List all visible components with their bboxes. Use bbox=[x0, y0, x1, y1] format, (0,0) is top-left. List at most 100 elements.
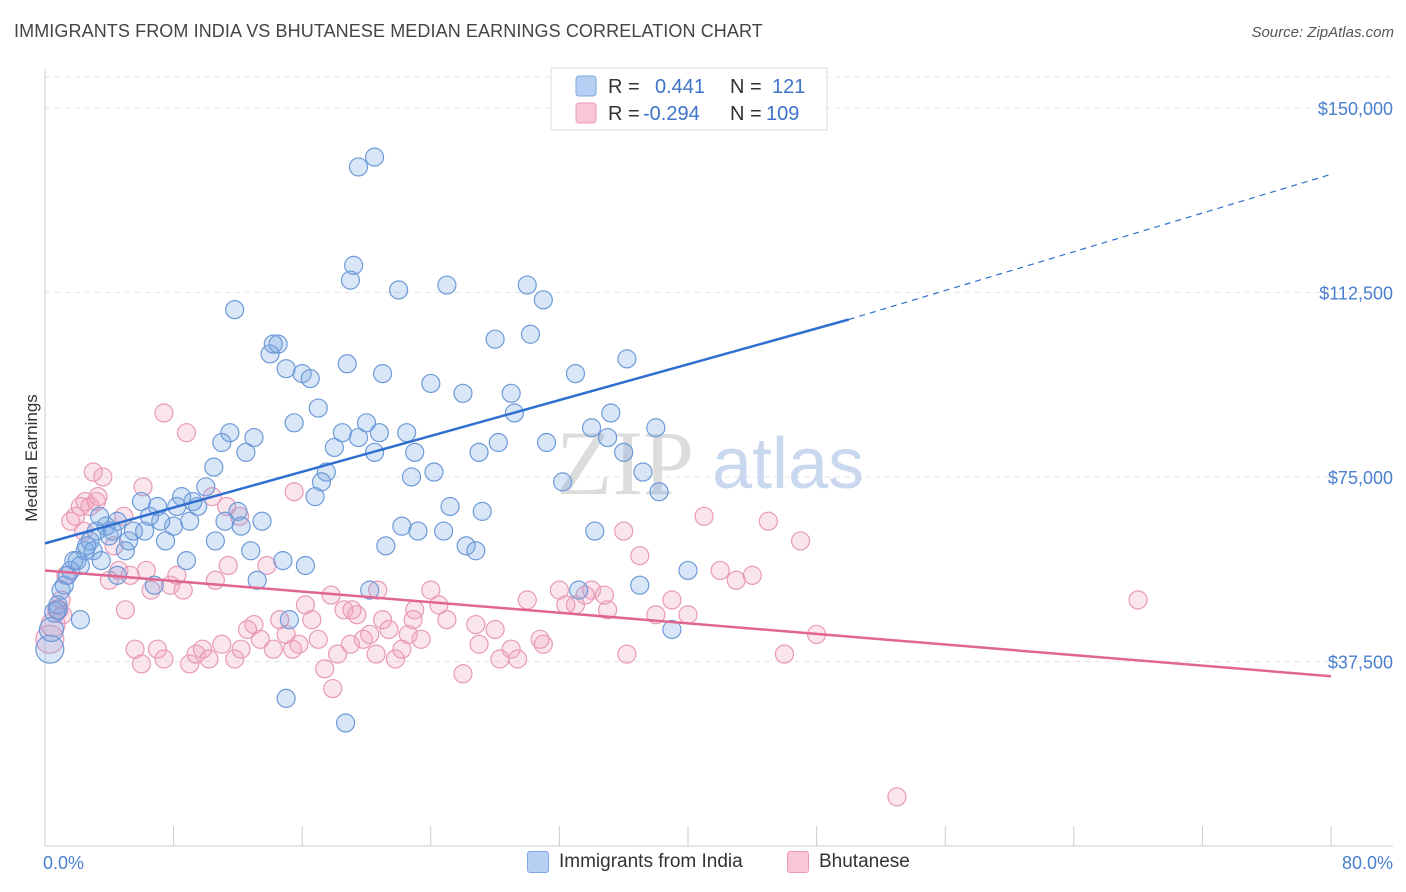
bhutanese-point bbox=[466, 614, 486, 635]
india-point bbox=[64, 551, 84, 571]
india-point bbox=[279, 610, 299, 630]
y-tick-label-1: $75,000 bbox=[1328, 468, 1393, 488]
bhutanese-point bbox=[323, 678, 343, 699]
india-point bbox=[300, 368, 320, 389]
india-point bbox=[324, 437, 344, 458]
india-point bbox=[340, 270, 361, 290]
bhutanese-point bbox=[485, 619, 505, 640]
legend-bhutanese-n-value: 109 bbox=[766, 103, 799, 125]
india-point bbox=[135, 521, 155, 541]
bhutanese-point bbox=[594, 585, 615, 605]
india-point bbox=[176, 551, 197, 571]
india-point bbox=[204, 457, 224, 477]
bhutanese-point bbox=[774, 644, 795, 664]
india-point bbox=[598, 427, 618, 448]
india-point bbox=[614, 442, 634, 462]
india-point bbox=[364, 147, 385, 167]
bhutanese-point bbox=[360, 624, 380, 645]
india-point bbox=[196, 477, 216, 497]
india-point bbox=[630, 575, 650, 595]
india-point bbox=[273, 551, 293, 571]
india-trendline-extension bbox=[848, 173, 1332, 321]
india-point bbox=[252, 511, 272, 531]
india-point bbox=[231, 516, 251, 536]
bhutanese-point bbox=[173, 580, 193, 600]
india-point bbox=[51, 580, 71, 600]
bhutanese-point bbox=[302, 610, 322, 630]
india-point bbox=[48, 600, 68, 620]
bhutanese-point bbox=[617, 644, 637, 664]
india-point bbox=[376, 536, 396, 556]
india-point bbox=[405, 442, 425, 462]
india-point bbox=[35, 634, 65, 664]
bottom-legend-india: Immigrants from India bbox=[527, 851, 743, 873]
india-point bbox=[372, 364, 393, 384]
bottom-legend-india-swatch bbox=[527, 851, 549, 873]
bhutanese-point bbox=[490, 649, 510, 669]
bhutanese-point bbox=[556, 595, 576, 615]
bhutanese-point bbox=[453, 664, 473, 684]
india-point bbox=[401, 467, 422, 487]
bhutanese-point bbox=[327, 644, 348, 664]
bhutanese-point bbox=[334, 600, 354, 620]
india-point bbox=[633, 462, 653, 482]
bhutanese-point bbox=[508, 649, 528, 669]
y-tick-labels: $37,500 $75,000 $112,500 $150,000 bbox=[1318, 99, 1393, 673]
bhutanese-point bbox=[154, 403, 174, 423]
india-point bbox=[180, 511, 200, 531]
bhutanese-point bbox=[250, 629, 271, 649]
india-point bbox=[488, 432, 508, 453]
india-point bbox=[118, 531, 139, 551]
india-point bbox=[247, 570, 267, 590]
india-point bbox=[553, 472, 573, 492]
legend-bhutanese-r-value: -0.294 bbox=[643, 103, 700, 125]
bhutanese-point bbox=[231, 639, 251, 659]
india-point bbox=[678, 560, 698, 581]
y-tick-label-3: $150,000 bbox=[1318, 99, 1393, 119]
trendlines bbox=[44, 173, 1332, 678]
india-point bbox=[569, 580, 589, 600]
bhutanese-points bbox=[35, 403, 1148, 807]
bhutanese-point bbox=[411, 629, 431, 649]
india-point bbox=[356, 413, 377, 433]
india-point bbox=[83, 541, 103, 561]
legend-bhutanese-swatch bbox=[575, 102, 597, 124]
india-point bbox=[123, 521, 144, 541]
bhutanese-point bbox=[887, 787, 907, 807]
india-point bbox=[91, 551, 111, 571]
india-point bbox=[533, 290, 553, 310]
x-tick-min: 0.0% bbox=[43, 853, 84, 873]
bottom-legend-bhutanese-swatch bbox=[787, 851, 809, 873]
bhutanese-point bbox=[379, 619, 399, 640]
india-point bbox=[437, 275, 457, 295]
bhutanese-point bbox=[517, 590, 537, 610]
india-point bbox=[305, 487, 325, 507]
india-point bbox=[520, 324, 541, 344]
watermark: ZIP atlas bbox=[556, 412, 864, 514]
bhutanese-point bbox=[366, 644, 386, 664]
india-point bbox=[205, 531, 225, 551]
india-point bbox=[501, 383, 521, 403]
bhutanese-point bbox=[35, 624, 65, 654]
india-point bbox=[228, 501, 248, 521]
bhutanese-point bbox=[176, 423, 197, 443]
bhutanese-point bbox=[263, 639, 283, 659]
bhutanese-point bbox=[694, 506, 714, 526]
india-point bbox=[348, 427, 369, 448]
india-point bbox=[212, 432, 232, 453]
legend-india-r-label: R = bbox=[608, 76, 640, 98]
x-tick-max: 80.0% bbox=[1342, 853, 1393, 873]
bhutanese-point bbox=[429, 595, 449, 615]
bhutanese-point bbox=[385, 649, 406, 669]
india-point bbox=[38, 616, 65, 643]
y-tick-label-0: $37,500 bbox=[1328, 652, 1393, 672]
india-point bbox=[565, 364, 586, 384]
india-point bbox=[220, 423, 240, 443]
bhutanese-point bbox=[598, 600, 618, 620]
india-point bbox=[244, 427, 264, 448]
bhutanese-point bbox=[575, 585, 595, 605]
india-point bbox=[421, 373, 441, 394]
india-point bbox=[601, 403, 621, 423]
legend-india-swatch bbox=[575, 75, 597, 97]
bhutanese-point bbox=[614, 521, 634, 541]
